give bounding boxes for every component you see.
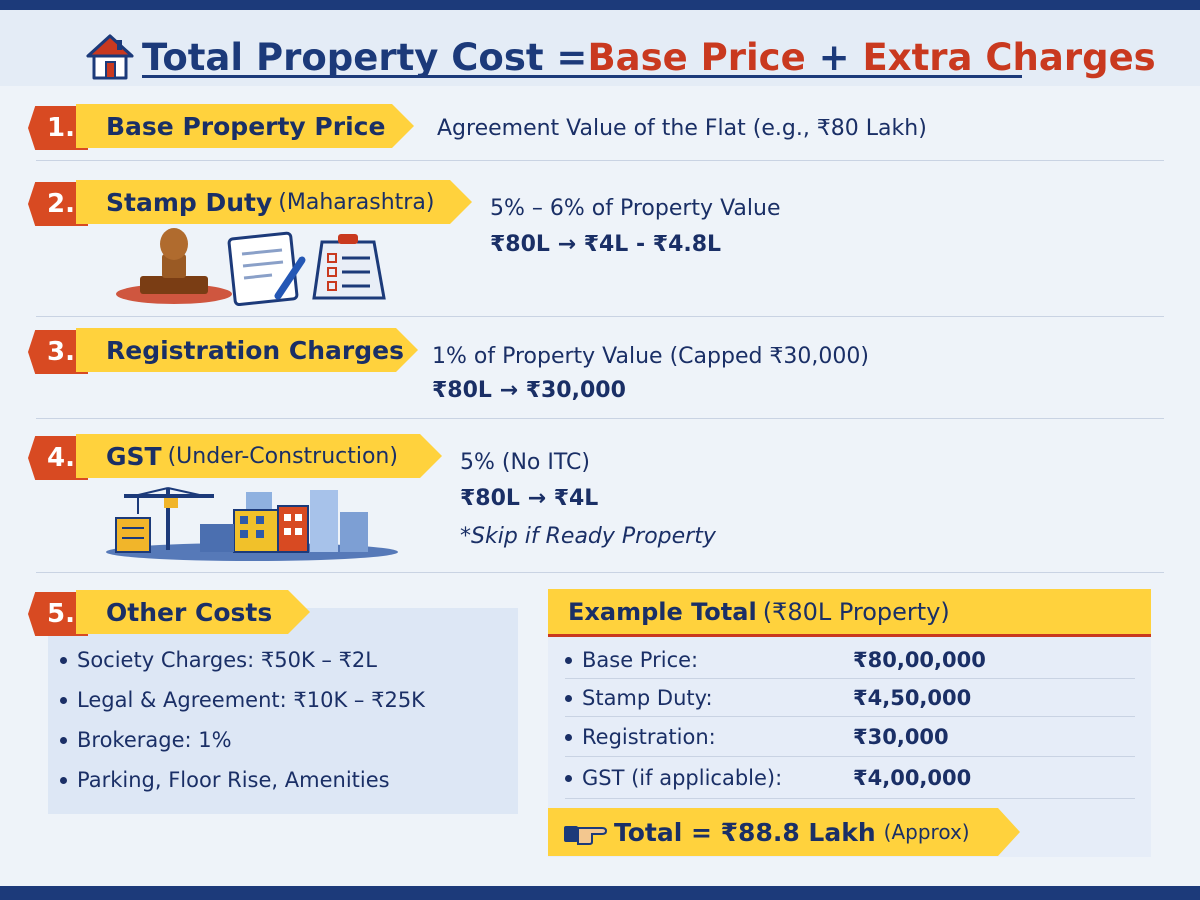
row-value: ₹80,00,000 [853, 648, 986, 672]
divider [36, 572, 1164, 573]
total-banner: Total = ₹88.8 Lakh (Approx) [548, 808, 1020, 856]
bullet [565, 733, 572, 741]
title-part-2: Base Price [587, 35, 806, 79]
row-label: Stamp Duty: [582, 686, 713, 710]
bullet [60, 656, 67, 664]
divider [565, 798, 1135, 799]
section-1-banner: Base Property Price [76, 104, 414, 148]
header: Total Property Cost = Base Price + Extra… [0, 10, 1200, 86]
section-1-line-1: Agreement Value of the Flat (e.g., ₹80 L… [437, 116, 927, 141]
other-cost-brokerage: Brokerage: 1% [77, 728, 232, 752]
section-2-title: Stamp Duty [106, 187, 273, 217]
pointing-hand-icon [564, 826, 608, 845]
section-2-line-2: ₹80L → ₹4L - ₹4.8L [490, 232, 722, 257]
title-part-4: Extra Charges [862, 35, 1156, 79]
bullet [60, 696, 67, 704]
house-icon [86, 34, 134, 80]
row-value: ₹30,000 [853, 725, 949, 749]
row-value: ₹4,50,000 [853, 686, 972, 710]
section-2-subtitle: (Maharashtra) [278, 189, 435, 215]
document-pen-icon [227, 231, 306, 306]
bullet [565, 774, 572, 782]
page-title: Total Property Cost = Base Price + Extra… [142, 32, 1156, 82]
other-cost-parking: Parking, Floor Rise, Amenities [77, 768, 390, 792]
section-4-title: GST [106, 441, 162, 471]
other-costs-panel [48, 608, 518, 814]
divider [36, 316, 1164, 317]
bullet [565, 656, 572, 664]
example-subtitle: (₹80L Property) [762, 597, 950, 626]
example-total-header: Example Total (₹80L Property) [548, 589, 1151, 637]
divider [36, 160, 1164, 161]
table-row: Stamp Duty: ₹4,50,000 [565, 680, 1135, 718]
section-4-banner: GST (Under-Construction) [76, 434, 442, 478]
divider [565, 756, 1135, 757]
section-5-banner: Other Costs [76, 590, 310, 634]
section-4-line-2: ₹80L → ₹4L [460, 486, 599, 511]
table-row: Base Price: ₹80,00,000 [565, 642, 1135, 680]
section-3-line-2: ₹80L → ₹30,000 [432, 378, 626, 403]
section-2-banner: Stamp Duty (Maharashtra) [76, 180, 472, 224]
list-item: Parking, Floor Rise, Amenities [60, 760, 425, 800]
total-note: (Approx) [883, 820, 970, 844]
bullet [60, 776, 67, 784]
section-3-title: Registration Charges [106, 335, 404, 365]
other-cost-legal: Legal & Agreement: ₹10K – ₹25K [77, 688, 425, 712]
row-value: ₹4,00,000 [853, 766, 972, 790]
total-label: Total = ₹88.8 Lakh [614, 817, 876, 847]
stamp-duty-illustration [116, 228, 386, 306]
title-part-3: + [805, 35, 863, 79]
divider [565, 678, 1135, 679]
title-underline [142, 75, 1022, 78]
checklist-icon [312, 234, 386, 300]
buildings-icon [200, 490, 368, 553]
section-1-title: Base Property Price [106, 111, 386, 141]
title-part-1: Total Property Cost = [142, 35, 588, 79]
row-label: Registration: [582, 725, 716, 749]
section-4-line-3: *Skip if Ready Property [460, 524, 716, 549]
row-label: Base Price: [582, 648, 699, 672]
example-title: Example Total [568, 597, 757, 626]
section-3-banner: Registration Charges [76, 328, 418, 372]
top-border [0, 0, 1200, 10]
table-row: Registration: ₹30,000 [565, 719, 1135, 757]
bottom-border [0, 886, 1200, 900]
divider [565, 716, 1135, 717]
gst-illustration [106, 487, 398, 561]
crane-icon [115, 487, 214, 553]
bullet [565, 694, 572, 702]
list-item: Society Charges: ₹50K – ₹2L [60, 640, 425, 680]
stamp-icon [116, 228, 232, 304]
other-costs-list: Society Charges: ₹50K – ₹2L Legal & Agre… [60, 640, 425, 800]
section-4-line-1: 5% (No ITC) [460, 450, 590, 475]
section-2-line-1: 5% – 6% of Property Value [490, 196, 781, 221]
bullet [60, 736, 67, 744]
table-row: GST (if applicable): ₹4,00,000 [565, 760, 1135, 798]
row-label: GST (if applicable): [582, 766, 783, 790]
other-cost-society: Society Charges: ₹50K – ₹2L [77, 648, 377, 672]
list-item: Legal & Agreement: ₹10K – ₹25K [60, 680, 425, 720]
section-4-subtitle: (Under-Construction) [167, 443, 398, 469]
section-5-title: Other Costs [106, 597, 273, 627]
divider [36, 418, 1164, 419]
list-item: Brokerage: 1% [60, 720, 425, 760]
section-3-line-1: 1% of Property Value (Capped ₹30,000) [432, 344, 869, 369]
